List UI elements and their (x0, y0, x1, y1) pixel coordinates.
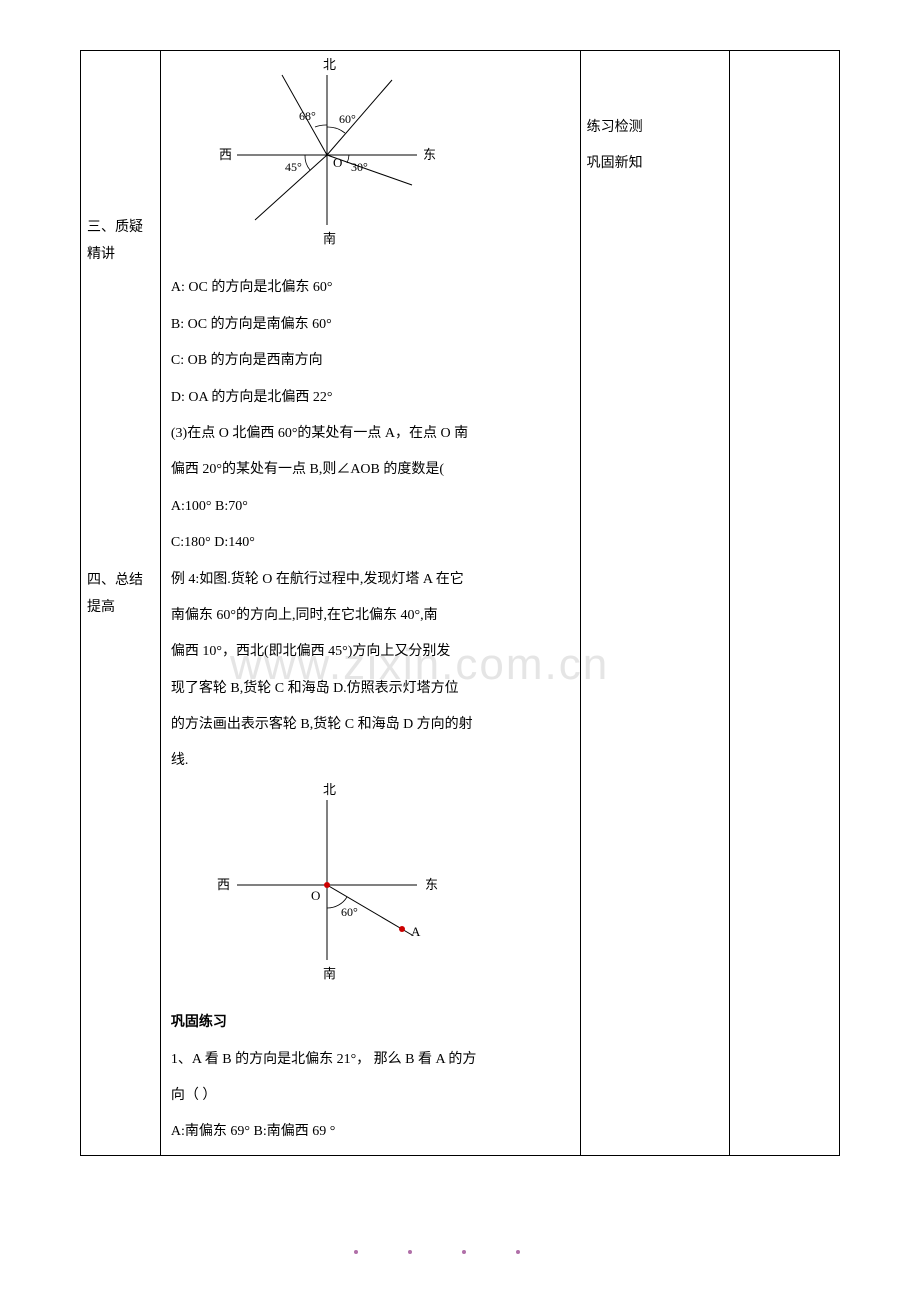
option-c: C: OB 的方向是西南方向 (171, 343, 570, 379)
compass1-a30: 30° (351, 160, 368, 174)
section-4-label: 四、总结提高 (87, 568, 154, 621)
compass1-origin: O (333, 155, 342, 170)
option-a: A: OC 的方向是北偏东 60° (171, 270, 570, 306)
column-empty (730, 51, 840, 1156)
compass2-angle60: 60° (341, 905, 358, 919)
notes-line2: 巩固新知 (587, 146, 724, 182)
option-d: D: OA 的方向是北偏西 22° (171, 380, 570, 416)
practice-title: 巩固练习 (171, 1005, 570, 1041)
example4-line3: 偏西 10°，西北(即北偏西 45°)方向上又分别发 (171, 634, 570, 670)
practice-q1-line1: 1、A 看 B 的方向是北偏东 21°， 那么 B 看 A 的方 (171, 1042, 570, 1078)
compass-diagram-1: 北 南 东 西 68° 60° 45° 30° O (167, 55, 574, 270)
compass2-origin: O (311, 888, 320, 903)
footer-dots (350, 1246, 550, 1262)
compass1-west: 西 (219, 147, 232, 162)
compass2-north: 北 (323, 782, 336, 797)
main-table: 三、质疑精讲 四、总结提高 北 (80, 50, 840, 1156)
compass1-a45: 45° (285, 160, 302, 174)
question-3-line1: (3)在点 O 北偏西 60°的某处有一点 A，在点 O 南 (171, 416, 570, 452)
practice-q1-options: A:南偏东 69° B:南偏西 69 ° (171, 1114, 570, 1150)
compass1-north: 北 (323, 57, 336, 72)
example4-line2: 南偏东 60°的方向上,同时,在它北偏东 40°,南 (171, 598, 570, 634)
example4-line1: 例 4:如图.货轮 O 在航行过程中,发现灯塔 A 在它 (171, 562, 570, 598)
option-b: B: OC 的方向是南偏东 60° (171, 307, 570, 343)
compass1-a68: 68° (299, 109, 316, 123)
compass2-south: 南 (323, 966, 336, 981)
notes-line1: 练习检测 (587, 110, 724, 146)
compass2-origin-dot (324, 882, 330, 888)
q3-options-1: A:100° B:70° (171, 489, 570, 525)
practice-q1-line2: 向（ ） (171, 1078, 570, 1114)
compass1-south: 南 (323, 231, 336, 246)
compass2-east: 东 (425, 877, 438, 892)
column-notes: 练习检测 巩固新知 (580, 51, 730, 1156)
section-3-label: 三、质疑精讲 (87, 215, 154, 268)
example4-line6: 线. (171, 743, 570, 779)
compass-diagram-2: 北 南 东 西 O 60° A (167, 780, 574, 1005)
column-content: 北 南 东 西 68° 60° 45° 30° O (160, 51, 580, 1156)
q3-options-2: C:180° D:140° (171, 525, 570, 561)
example4-line5: 的方法画出表示客轮 B,货轮 C 和海岛 D 方向的射 (171, 707, 570, 743)
question-3-line2: 偏西 20°的某处有一点 B,则∠AOB 的度数是( (171, 452, 570, 488)
compass2-west: 西 (217, 877, 230, 892)
column-section-labels: 三、质疑精讲 四、总结提高 (81, 51, 161, 1156)
compass2-point-a-dot (399, 926, 405, 932)
compass1-a60: 60° (339, 112, 356, 126)
compass1-east: 东 (423, 147, 436, 162)
compass2-a-label: A (411, 924, 421, 939)
example4-line4: 现了客轮 B,货轮 C 和海岛 D.仿照表示灯塔方位 (171, 671, 570, 707)
